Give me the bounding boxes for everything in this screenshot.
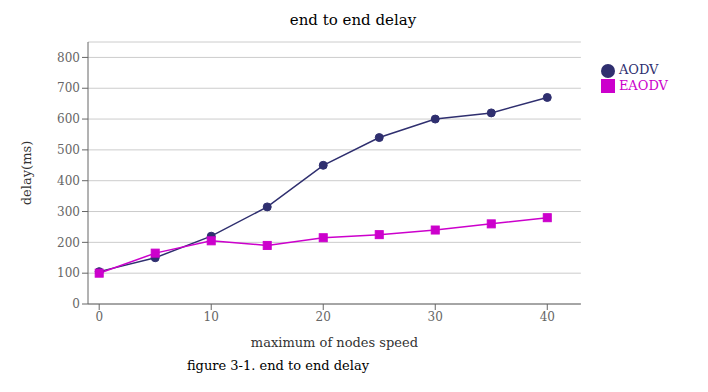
html-text:end to end delay: end to end delay	[289, 11, 417, 29]
svg-text:600: 600	[57, 112, 80, 126]
svg-text:800: 800	[57, 51, 80, 65]
svg-text:400: 400	[57, 174, 80, 188]
svg-text:100: 100	[57, 266, 80, 280]
svg-text:300: 300	[57, 205, 80, 219]
svg-text:40: 40	[540, 310, 555, 324]
html-text:figure 3-1. end to end delay: figure 3-1. end to end delay	[186, 358, 369, 373]
svg-text:500: 500	[57, 143, 80, 157]
svg-text:20: 20	[316, 310, 331, 324]
svg-text:0: 0	[72, 297, 80, 311]
svg-text:delay(ms): delay(ms)	[19, 141, 34, 205]
html-text:AODV: AODV	[618, 62, 659, 77]
html-text:EAODV: EAODV	[618, 77, 668, 93]
svg-text:700: 700	[57, 81, 80, 95]
svg-text:30: 30	[428, 310, 443, 324]
svg-text:maximum of nodes speed: maximum of nodes speed	[251, 335, 418, 350]
svg-text:10: 10	[204, 310, 219, 324]
svg-text:200: 200	[57, 236, 80, 250]
svg-text:0: 0	[95, 310, 103, 324]
